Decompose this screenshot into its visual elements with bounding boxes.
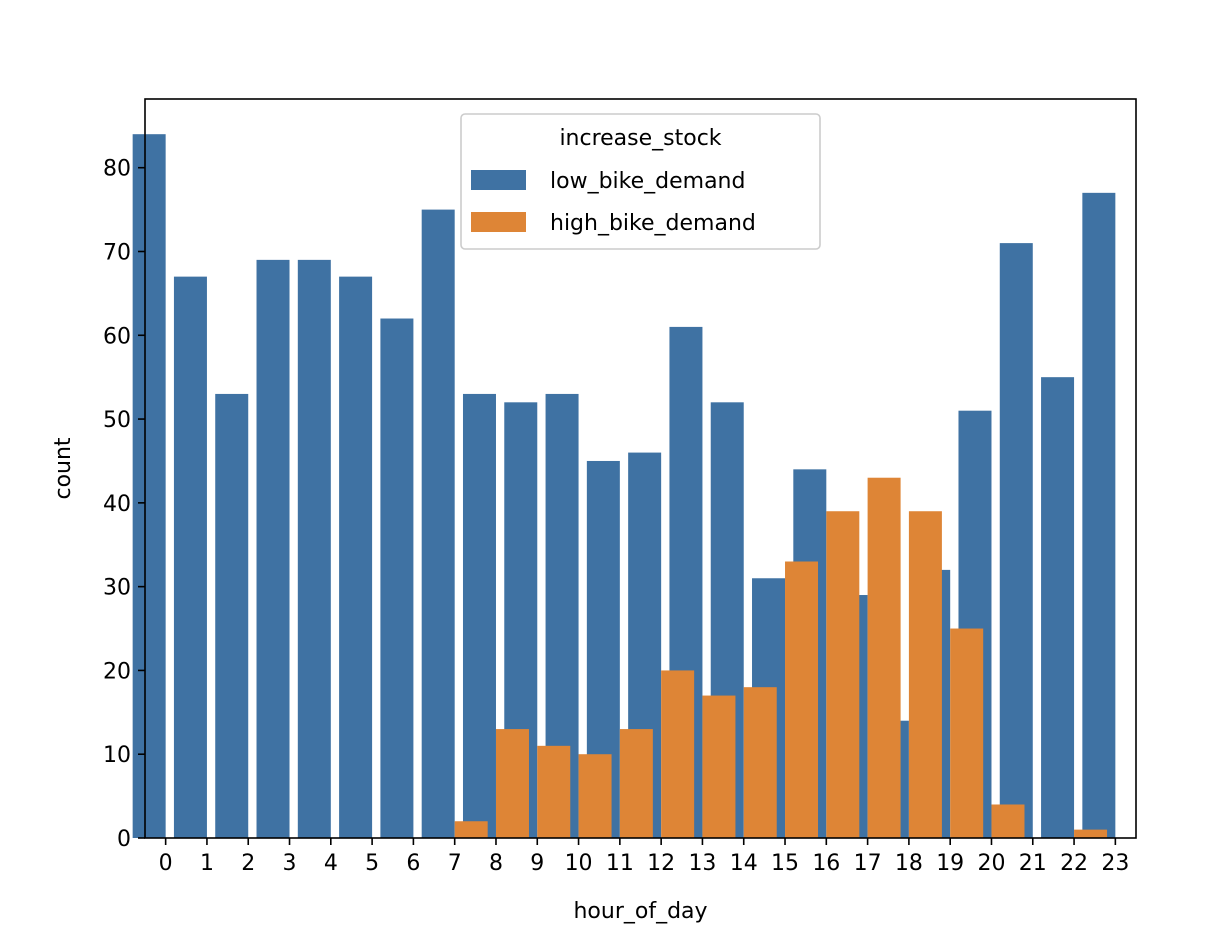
y-axis-label: count bbox=[51, 437, 76, 499]
legend-title: increase_stock bbox=[559, 126, 721, 151]
bar-low_bike_demand-7 bbox=[421, 209, 455, 839]
legend-label-high_bike_demand: high_bike_demand bbox=[550, 211, 756, 236]
y-tick-label: 80 bbox=[103, 157, 131, 182]
bar-low_bike_demand-8 bbox=[462, 393, 496, 838]
x-tick-label: 4 bbox=[324, 851, 338, 876]
bar-low_bike_demand-2 bbox=[215, 393, 249, 838]
x-tick-label: 17 bbox=[854, 851, 882, 876]
bar-high_bike_demand-16 bbox=[826, 511, 860, 838]
bar-high_bike_demand-17 bbox=[867, 477, 901, 838]
bar-low_bike_demand-5 bbox=[339, 276, 373, 838]
x-tick-label: 15 bbox=[771, 851, 799, 876]
x-tick-label: 22 bbox=[1060, 851, 1088, 876]
bar-high_bike_demand-19 bbox=[950, 628, 984, 838]
bar-high_bike_demand-20 bbox=[991, 804, 1025, 838]
y-axis: 0 10 20 30 40 50 60 70 80 bbox=[103, 157, 145, 852]
bar-high_bike_demand-13 bbox=[702, 695, 736, 838]
bar-high_bike_demand-18 bbox=[908, 511, 942, 838]
x-tick-label: 9 bbox=[530, 851, 544, 876]
plot-frame bbox=[144, 98, 1137, 839]
x-tick-label: 0 bbox=[159, 851, 173, 876]
y-tick-label: 40 bbox=[103, 492, 131, 517]
bar-low_bike_demand-3 bbox=[256, 259, 290, 838]
y-tick-label: 50 bbox=[103, 408, 131, 433]
y-tick-label: 10 bbox=[103, 743, 131, 768]
x-tick-label: 20 bbox=[977, 851, 1005, 876]
x-axis-label: hour_of_day bbox=[573, 899, 707, 924]
x-tick-label: 12 bbox=[647, 851, 675, 876]
x-tick-label: 5 bbox=[365, 851, 379, 876]
x-tick-label: 13 bbox=[688, 851, 716, 876]
x-tick-label: 3 bbox=[283, 851, 297, 876]
x-tick-label: 21 bbox=[1019, 851, 1047, 876]
bar-high_bike_demand-9 bbox=[537, 745, 571, 838]
x-tick-label: 10 bbox=[565, 851, 593, 876]
x-tick-label: 8 bbox=[489, 851, 503, 876]
x-tick-label: 18 bbox=[895, 851, 923, 876]
bar-high_bike_demand-15 bbox=[785, 561, 819, 838]
bar-high_bike_demand-14 bbox=[743, 687, 777, 838]
legend-swatch-low_bike_demand bbox=[471, 170, 526, 190]
x-tick-label: 23 bbox=[1101, 851, 1129, 876]
bar-low_bike_demand-0 bbox=[132, 134, 166, 838]
legend-label-low_bike_demand: low_bike_demand bbox=[550, 169, 745, 194]
y-tick-label: 70 bbox=[103, 240, 131, 265]
bar-high_bike_demand-22 bbox=[1074, 829, 1108, 838]
x-tick-label: 7 bbox=[448, 851, 462, 876]
legend-items: low_bike_demand high_bike_demand bbox=[471, 169, 756, 236]
x-tick-label: 11 bbox=[606, 851, 634, 876]
y-tick-label: 0 bbox=[117, 827, 131, 852]
bar-low_bike_demand-6 bbox=[380, 318, 414, 838]
x-tick-label: 19 bbox=[936, 851, 964, 876]
x-axis: 0 1 2 3 4 5 6 7 8 9 10 11 12 13 14 15 16 17 18 19 20 21 22 23 bbox=[159, 838, 1129, 876]
legend: increase_stock low_bike_demand high_bike_… bbox=[460, 113, 821, 250]
legend-box bbox=[460, 113, 821, 250]
bar-high_bike_demand-7 bbox=[454, 821, 488, 838]
bar-low_bike_demand-4 bbox=[297, 259, 331, 838]
bar-low_bike_demand-23 bbox=[1082, 192, 1116, 839]
x-tick-label: 6 bbox=[406, 851, 420, 876]
y-tick-label: 30 bbox=[103, 576, 131, 601]
y-tick-label: 20 bbox=[103, 659, 131, 684]
legend-swatch-high_bike_demand bbox=[471, 212, 526, 232]
bar-high_bike_demand-11 bbox=[619, 729, 653, 838]
x-tick-label: 1 bbox=[200, 851, 214, 876]
x-tick-label: 2 bbox=[241, 851, 255, 876]
x-tick-label: 16 bbox=[812, 851, 840, 876]
bar-high_bike_demand-10 bbox=[578, 754, 612, 838]
bar-high_bike_demand-12 bbox=[661, 670, 695, 838]
x-tick-label: 14 bbox=[730, 851, 758, 876]
bar-high_bike_demand-8 bbox=[495, 729, 529, 838]
bar-low_bike_demand-1 bbox=[173, 276, 207, 838]
bar-low_bike_demand-22 bbox=[1041, 377, 1075, 838]
bar-low_bike_demand-21 bbox=[999, 243, 1033, 839]
y-tick-label: 60 bbox=[103, 324, 131, 349]
bars-group bbox=[132, 134, 1116, 839]
